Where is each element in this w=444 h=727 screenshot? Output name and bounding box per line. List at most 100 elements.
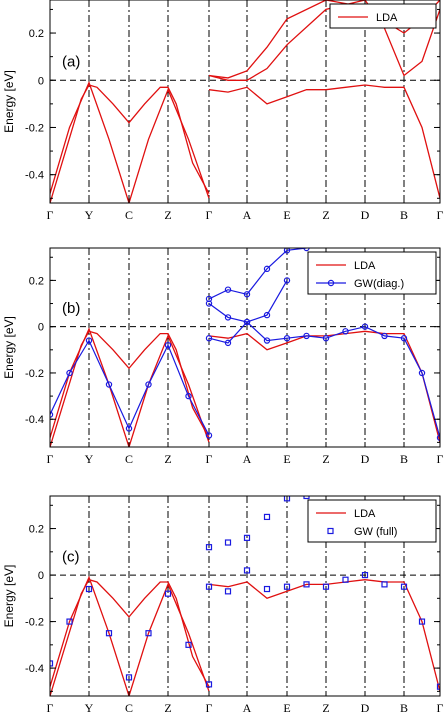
series-lda-2 <box>50 80 210 203</box>
legend-box <box>307 251 437 295</box>
gw-point <box>436 683 440 690</box>
k-label: B <box>400 701 408 715</box>
gw-point <box>322 335 330 342</box>
y-tick-label: -0.4 <box>25 170 44 182</box>
legend-label: LDA <box>376 12 398 24</box>
k-label: Y <box>85 208 94 222</box>
gw-point <box>283 335 291 342</box>
legend-label: GW(diag.) <box>354 278 404 290</box>
gw-point <box>283 277 291 284</box>
k-label: Γ <box>47 701 54 715</box>
gw-point <box>205 300 213 307</box>
gw-point <box>224 286 232 293</box>
series-lda-5 <box>208 0 440 81</box>
panel-1: -0.4 -0.2 0 0.2 Γ Y C Z Γ A E Z D B Γ Energy [eV] (a) LDA <box>2 0 444 222</box>
y-tick-label: -0.4 <box>25 663 44 675</box>
legend-box <box>307 499 437 543</box>
k-label: Γ <box>437 452 444 466</box>
panel-label: (b) <box>62 300 80 317</box>
gw-point <box>263 265 271 273</box>
k-label: Z <box>164 452 171 466</box>
series-group <box>50 496 440 696</box>
k-label: Γ <box>47 452 54 466</box>
gw-point <box>145 630 152 637</box>
gw-point <box>105 381 113 388</box>
panel-label: (a) <box>62 53 80 70</box>
k-label: A <box>243 208 252 222</box>
k-label: D <box>361 701 370 715</box>
gw-point <box>243 318 251 326</box>
gw-point <box>205 681 213 688</box>
k-label: A <box>243 701 252 715</box>
gw-point <box>243 534 251 541</box>
gw-point <box>263 513 271 521</box>
legend: LDA GW(diag.) <box>307 251 437 295</box>
series-lda-3 <box>208 579 440 692</box>
k-label: E <box>283 701 290 715</box>
gw-point <box>283 248 291 254</box>
gw-point <box>303 496 310 500</box>
k-label: Z <box>322 701 329 715</box>
k-label: Γ <box>206 701 213 715</box>
gw-point <box>164 341 172 349</box>
series-lda-2 <box>50 327 210 447</box>
gw-point <box>322 583 330 590</box>
k-label: Γ <box>437 208 444 222</box>
k-label: D <box>361 452 370 466</box>
gw-point <box>381 332 388 340</box>
k-label: Z <box>164 208 171 222</box>
k-label: Y <box>85 701 94 715</box>
panel-3: -0.4 -0.2 0 0.2 Γ Y C Z Γ A E Z D B Γ Energy [eV] (c) LDA… <box>2 495 444 715</box>
k-label: Y <box>85 452 94 466</box>
gw-point <box>205 583 213 590</box>
legend-label: GW (full) <box>354 526 397 538</box>
gw-point <box>105 630 113 637</box>
y-tick-label: 0.2 <box>29 28 44 40</box>
gw-point <box>224 339 232 347</box>
gw-point <box>243 567 251 574</box>
gw-point <box>185 641 192 648</box>
y-axis-label: Energy [eV] <box>2 316 16 379</box>
gw-point <box>361 323 369 330</box>
y-axis-label: Energy [eV] <box>2 70 16 133</box>
k-label: E <box>283 452 290 466</box>
series-group <box>50 248 440 447</box>
y-tick-label: -0.2 <box>25 122 44 134</box>
k-label: Γ <box>47 208 54 222</box>
gw-point <box>418 618 426 625</box>
k-label: C <box>125 452 133 466</box>
k-label: Γ <box>206 452 213 466</box>
gw-point <box>145 381 152 388</box>
series-gw-6 <box>208 248 307 300</box>
gw-point <box>303 332 310 340</box>
gw-point <box>263 585 271 593</box>
plot-frame <box>49 0 441 204</box>
k-label: A <box>243 452 252 466</box>
gw-point <box>85 337 93 344</box>
gw-point <box>85 585 93 593</box>
y-tick-label: -0.2 <box>25 368 44 380</box>
gw-point <box>164 590 172 597</box>
gw-point <box>381 581 388 588</box>
y-tick-label: 0.2 <box>29 524 44 536</box>
gw-point <box>342 576 349 583</box>
gw-point <box>50 660 54 667</box>
gw-point <box>342 328 349 335</box>
k-label: Z <box>164 701 171 715</box>
panel-2: -0.4 -0.2 0 0.2 Γ Y C Z Γ A E Z D B Γ Energy [eV] (b) LDA… <box>2 247 444 466</box>
series-lda-2 <box>50 575 210 696</box>
y-tick-label: 0.2 <box>29 275 44 287</box>
legend-box <box>329 3 437 29</box>
y-tick-label: -0.4 <box>25 414 44 426</box>
gw-point <box>205 432 213 439</box>
k-label: B <box>400 452 408 466</box>
legend-marker <box>327 279 335 287</box>
gw-point <box>400 583 408 590</box>
gw-point <box>418 369 426 377</box>
gw-point <box>400 335 408 342</box>
series-gw-4 <box>50 339 210 436</box>
y-tick-label: 0 <box>38 75 44 87</box>
legend: LDA GW (full) <box>307 499 437 543</box>
gw-point <box>263 337 271 344</box>
